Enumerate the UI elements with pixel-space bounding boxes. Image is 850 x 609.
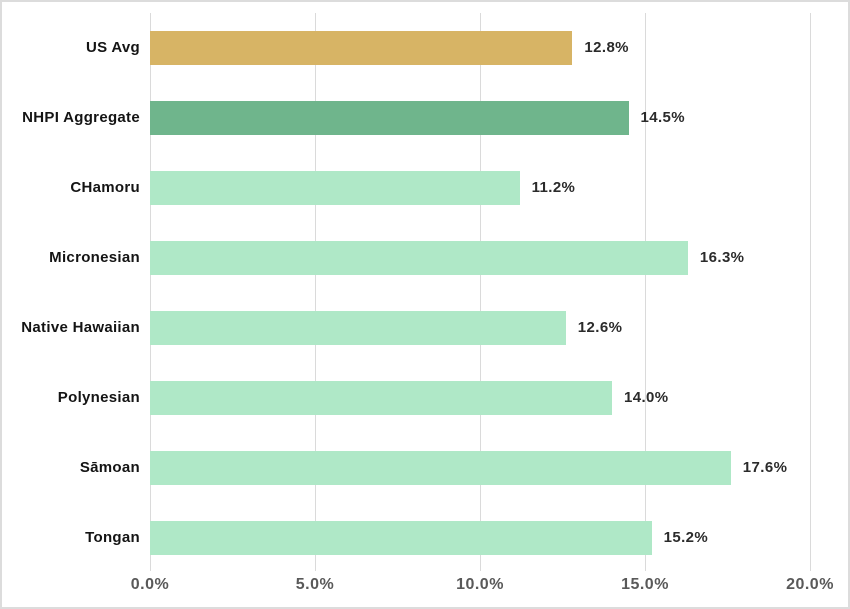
x-axis-tick-label: 20.0% [786,576,834,593]
bar [150,241,688,275]
bar [150,31,573,65]
value-label: 14.5% [640,109,686,126]
x-axis-tick-label: 15.0% [621,576,669,593]
bar [150,171,520,205]
bar [150,521,652,555]
value-label: 11.2% [531,179,576,196]
value-label: 12.8% [584,39,629,56]
gridline-10.0% [480,13,481,571]
bar [150,311,566,345]
x-axis-tick-label: 0.0% [130,576,170,593]
category-label: CHamoru [70,179,140,196]
category-label: Native Hawaiian [21,319,140,336]
category-label: Sāmoan [79,459,140,476]
gridline-15.0% [645,13,646,571]
category-label: Polynesian [57,389,140,406]
category-label: US Avg [85,39,140,56]
value-label: 17.6% [742,459,788,476]
category-label: Tongan [85,529,140,546]
value-label: 15.2% [663,529,709,546]
value-label: 14.0% [624,389,669,406]
gridline-20.0% [810,13,811,571]
category-label: Micronesian [49,249,140,266]
value-label: 12.6% [577,319,623,336]
bar [150,381,612,415]
value-label: 16.3% [699,249,745,266]
bar [150,101,629,135]
gridline-5.0% [315,13,316,571]
x-axis-tick-label: 5.0% [295,576,335,593]
gridline-0.0% [150,13,151,571]
category-label: NHPI Aggregate [22,109,140,126]
bar [150,451,731,485]
x-axis-tick-label: 10.0% [456,576,504,593]
